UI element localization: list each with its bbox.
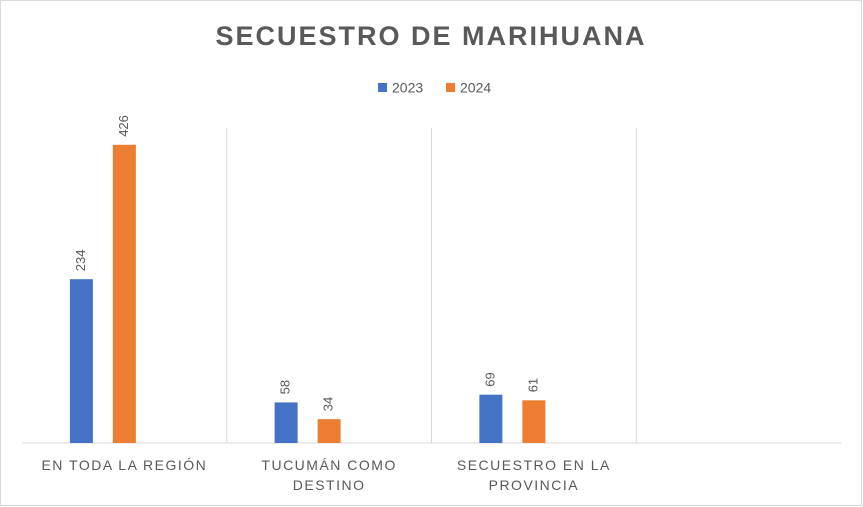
legend-swatch — [378, 83, 387, 92]
x-tick-label: EN TODA LA REGIÓN — [41, 457, 208, 473]
x-tick-label: SECUESTRO EN LA PROVINCIA — [456, 457, 611, 493]
data-label: 426 — [116, 115, 131, 137]
data-label: 61 — [525, 378, 540, 392]
data-label: 69 — [482, 372, 497, 386]
x-tick-label: TUCUMÁN COMO DESTINO — [261, 457, 397, 493]
chart-title: SECUESTRO DE MARIHUANA — [215, 21, 646, 51]
data-label: 58 — [278, 380, 293, 394]
bar — [69, 279, 93, 443]
bar — [522, 400, 546, 443]
data-label: 34 — [321, 397, 336, 411]
bar — [274, 402, 298, 443]
bar — [479, 394, 503, 443]
bar — [317, 419, 341, 443]
legend-swatch — [446, 83, 455, 92]
legend-label: 2023 — [392, 80, 423, 96]
legend-label: 2024 — [460, 80, 491, 96]
bar — [112, 144, 136, 444]
data-label: 234 — [73, 249, 88, 271]
